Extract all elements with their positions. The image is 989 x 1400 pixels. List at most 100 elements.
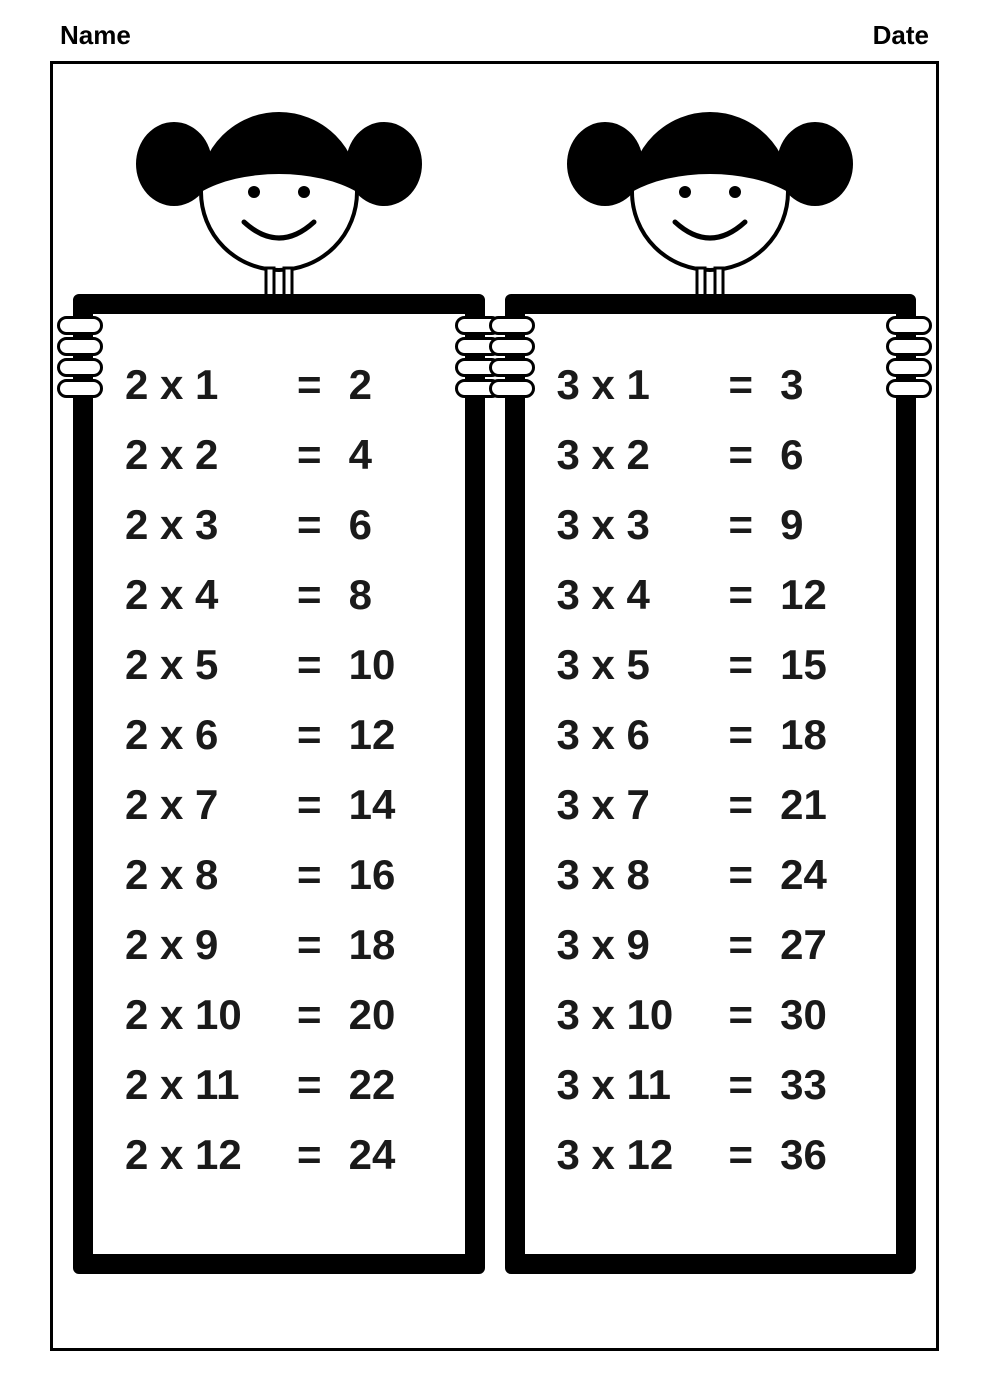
equation-result: 30 bbox=[769, 994, 827, 1036]
equation-lhs: 2 x 5 bbox=[125, 644, 297, 686]
equation-row: 2 x 1= 2 bbox=[125, 364, 443, 406]
times-table-panel-3: 3 x 1= 33 x 2= 63 x 3= 93 x 4= 123 x 5= … bbox=[505, 94, 917, 1308]
equation-result: 22 bbox=[337, 1064, 395, 1106]
equation-result: 14 bbox=[337, 784, 395, 826]
equals-sign: = bbox=[729, 364, 769, 406]
equals-sign: = bbox=[297, 1064, 337, 1106]
equation-row: 2 x 7= 14 bbox=[125, 784, 443, 826]
equals-sign: = bbox=[297, 854, 337, 896]
equals-sign: = bbox=[729, 854, 769, 896]
equals-sign: = bbox=[729, 1134, 769, 1176]
times-table-panel-2: 2 x 1= 22 x 2= 42 x 3= 62 x 4= 82 x 5= 1… bbox=[73, 94, 485, 1308]
equation-row: 3 x 4= 12 bbox=[557, 574, 875, 616]
equation-lhs: 2 x 11 bbox=[125, 1064, 297, 1106]
equation-row: 3 x 6= 18 bbox=[557, 714, 875, 756]
equation-row: 2 x 5= 10 bbox=[125, 644, 443, 686]
equation-result: 6 bbox=[769, 434, 804, 476]
equation-row: 2 x 8= 16 bbox=[125, 854, 443, 896]
equation-lhs: 3 x 8 bbox=[557, 854, 729, 896]
sign-wrapper: 3 x 1= 33 x 2= 63 x 3= 93 x 4= 123 x 5= … bbox=[505, 294, 917, 1274]
equation-row: 2 x 11= 22 bbox=[125, 1064, 443, 1106]
equation-lhs: 3 x 2 bbox=[557, 434, 729, 476]
equation-result: 16 bbox=[337, 854, 395, 896]
worksheet-frame: 2 x 1= 22 x 2= 42 x 3= 62 x 4= 82 x 5= 1… bbox=[50, 61, 939, 1351]
equation-row: 3 x 1= 3 bbox=[557, 364, 875, 406]
name-label: Name bbox=[60, 20, 131, 51]
equals-sign: = bbox=[297, 434, 337, 476]
girl-character-icon bbox=[565, 94, 855, 304]
equation-row: 3 x 12= 36 bbox=[557, 1134, 875, 1176]
equation-lhs: 3 x 5 bbox=[557, 644, 729, 686]
equals-sign: = bbox=[729, 994, 769, 1036]
equation-result: 15 bbox=[769, 644, 827, 686]
equals-sign: = bbox=[297, 364, 337, 406]
equation-row: 3 x 3= 9 bbox=[557, 504, 875, 546]
equation-row: 3 x 9= 27 bbox=[557, 924, 875, 966]
equation-result: 24 bbox=[337, 1134, 395, 1176]
sign-wrapper: 2 x 1= 22 x 2= 42 x 3= 62 x 4= 82 x 5= 1… bbox=[73, 294, 485, 1274]
sign-board: 2 x 1= 22 x 2= 42 x 3= 62 x 4= 82 x 5= 1… bbox=[73, 294, 485, 1274]
equation-result: 21 bbox=[769, 784, 827, 826]
equation-row: 3 x 11= 33 bbox=[557, 1064, 875, 1106]
equals-sign: = bbox=[297, 994, 337, 1036]
equation-row: 3 x 8= 24 bbox=[557, 854, 875, 896]
equation-result: 2 bbox=[337, 364, 372, 406]
equals-sign: = bbox=[729, 574, 769, 616]
hand-left-icon bbox=[57, 316, 103, 398]
equation-lhs: 2 x 12 bbox=[125, 1134, 297, 1176]
equation-lhs: 2 x 2 bbox=[125, 434, 297, 476]
equation-lhs: 3 x 12 bbox=[557, 1134, 729, 1176]
equation-result: 20 bbox=[337, 994, 395, 1036]
equation-result: 27 bbox=[769, 924, 827, 966]
equation-lhs: 2 x 3 bbox=[125, 504, 297, 546]
equation-lhs: 3 x 3 bbox=[557, 504, 729, 546]
equation-result: 12 bbox=[337, 714, 395, 756]
hand-left-icon bbox=[489, 316, 535, 398]
equation-lhs: 2 x 10 bbox=[125, 994, 297, 1036]
equation-result: 12 bbox=[769, 574, 827, 616]
equation-result: 4 bbox=[337, 434, 372, 476]
equals-sign: = bbox=[297, 644, 337, 686]
equation-row: 2 x 2= 4 bbox=[125, 434, 443, 476]
equals-sign: = bbox=[297, 504, 337, 546]
equation-row: 3 x 5= 15 bbox=[557, 644, 875, 686]
equals-sign: = bbox=[297, 574, 337, 616]
equals-sign: = bbox=[729, 714, 769, 756]
equation-result: 36 bbox=[769, 1134, 827, 1176]
equation-lhs: 2 x 7 bbox=[125, 784, 297, 826]
equation-lhs: 3 x 4 bbox=[557, 574, 729, 616]
equation-row: 3 x 10= 30 bbox=[557, 994, 875, 1036]
date-label: Date bbox=[873, 20, 929, 51]
girl-character-icon bbox=[134, 94, 424, 304]
equation-row: 2 x 9= 18 bbox=[125, 924, 443, 966]
equation-lhs: 3 x 9 bbox=[557, 924, 729, 966]
equation-lhs: 2 x 8 bbox=[125, 854, 297, 896]
equation-row: 3 x 2= 6 bbox=[557, 434, 875, 476]
equation-lhs: 2 x 9 bbox=[125, 924, 297, 966]
equals-sign: = bbox=[297, 714, 337, 756]
equals-sign: = bbox=[297, 1134, 337, 1176]
equation-result: 8 bbox=[337, 574, 372, 616]
equation-row: 2 x 3= 6 bbox=[125, 504, 443, 546]
equation-row: 2 x 4= 8 bbox=[125, 574, 443, 616]
equation-lhs: 2 x 6 bbox=[125, 714, 297, 756]
sign-board: 3 x 1= 33 x 2= 63 x 3= 93 x 4= 123 x 5= … bbox=[505, 294, 917, 1274]
equation-row: 2 x 12= 24 bbox=[125, 1134, 443, 1176]
equation-result: 18 bbox=[769, 714, 827, 756]
equals-sign: = bbox=[297, 924, 337, 966]
equation-row: 3 x 7= 21 bbox=[557, 784, 875, 826]
equation-lhs: 3 x 6 bbox=[557, 714, 729, 756]
hand-right-icon bbox=[886, 316, 932, 398]
equation-result: 6 bbox=[337, 504, 372, 546]
equals-sign: = bbox=[729, 1064, 769, 1106]
equation-lhs: 2 x 1 bbox=[125, 364, 297, 406]
equation-row: 2 x 6= 12 bbox=[125, 714, 443, 756]
equation-lhs: 3 x 10 bbox=[557, 994, 729, 1036]
equation-lhs: 2 x 4 bbox=[125, 574, 297, 616]
equals-sign: = bbox=[729, 924, 769, 966]
equals-sign: = bbox=[729, 644, 769, 686]
equation-result: 18 bbox=[337, 924, 395, 966]
equation-result: 24 bbox=[769, 854, 827, 896]
equation-result: 3 bbox=[769, 364, 804, 406]
equals-sign: = bbox=[729, 504, 769, 546]
